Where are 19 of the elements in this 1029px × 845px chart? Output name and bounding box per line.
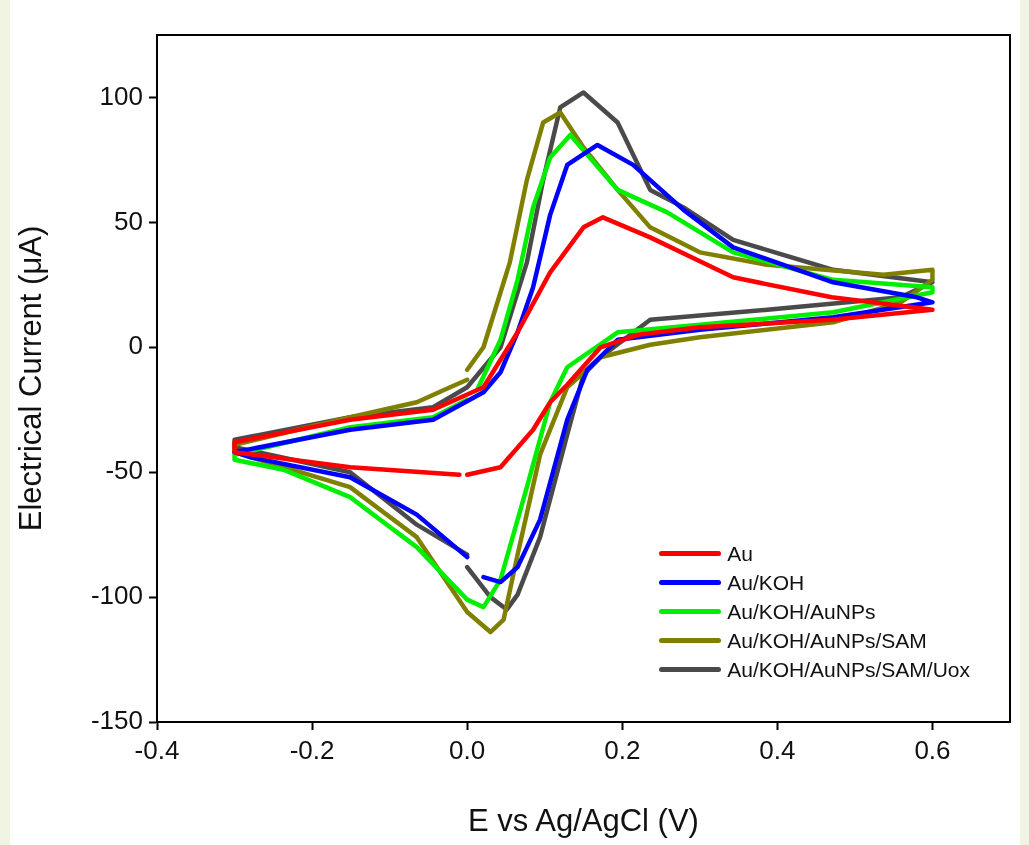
x-tick-label: -0.2: [289, 734, 335, 765]
legend-label: Au/KOH/AuNPs/SAM/Uox: [727, 657, 970, 682]
y-tick-label: 100: [99, 80, 143, 111]
x-tick-label: 0.0: [449, 734, 486, 765]
x-tick-label: -0.4: [134, 734, 180, 765]
legend-label: Au/KOH: [727, 570, 805, 595]
x-tick-label: 0.2: [604, 734, 641, 765]
y-tick-label: 0: [128, 330, 143, 361]
legend-label: Au/KOH/AuNPs: [727, 599, 876, 624]
y-tick-label: 50: [114, 205, 143, 236]
x-axis-title: E vs Ag/AgCl (V): [468, 802, 699, 838]
legend-label: Au: [727, 541, 753, 566]
x-tick-label: 0.6: [914, 734, 951, 765]
y-axis-title: Electrical Current (μA): [13, 225, 49, 532]
y-tick-label: -150: [90, 705, 143, 736]
y-tick-label: -50: [105, 455, 143, 486]
x-tick-label: 0.4: [759, 734, 796, 765]
y-tick-label: -100: [90, 580, 143, 611]
legend-label: Au/KOH/AuNPs/SAM: [727, 628, 927, 653]
